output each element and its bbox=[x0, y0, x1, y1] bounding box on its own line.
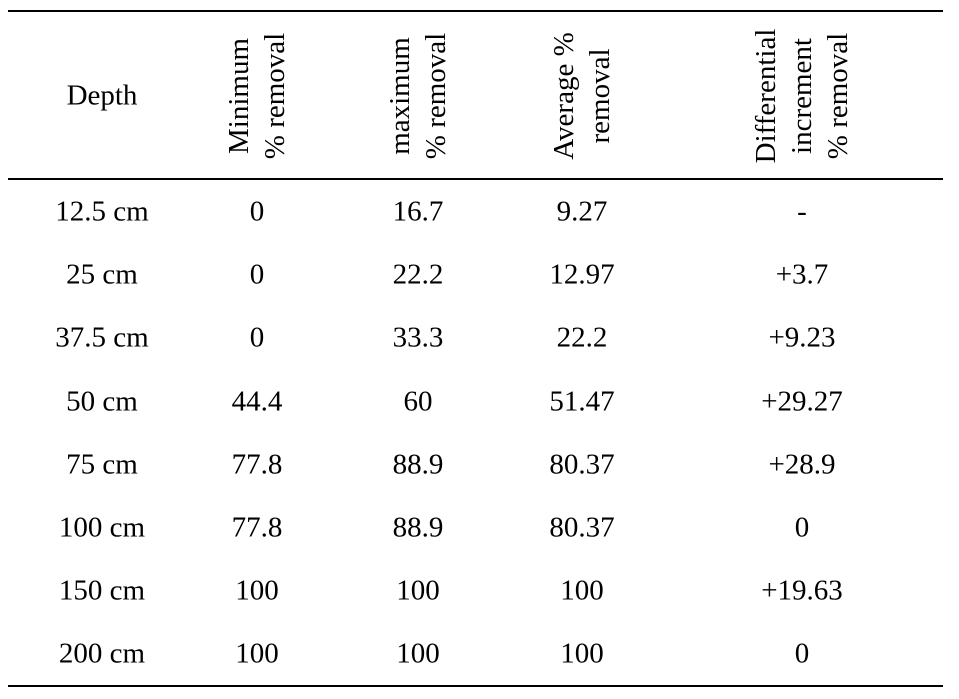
minimum-cell: 44.4 bbox=[231, 385, 283, 418]
minimum-cell: 100 bbox=[235, 574, 279, 607]
depth-cell: 50 cm bbox=[66, 385, 138, 418]
minimum-cell: 0 bbox=[249, 195, 265, 228]
maximum-cell: 33.3 bbox=[392, 321, 444, 354]
minimum-cell: 0 bbox=[249, 258, 265, 291]
average-cell: 51.47 bbox=[549, 385, 615, 418]
header-bottom-rule bbox=[8, 178, 943, 180]
differential-cell: +29.27 bbox=[761, 385, 843, 418]
depth-cell: 200 cm bbox=[58, 637, 146, 670]
header-minimum-line-1: Minimum bbox=[223, 37, 255, 155]
depth-cell: 37.5 cm bbox=[55, 321, 149, 354]
maximum-cell: 60 bbox=[403, 385, 433, 418]
depth-cell: 75 cm bbox=[66, 448, 138, 481]
maximum-cell: 88.9 bbox=[392, 511, 444, 544]
header-minimum-line-2: % removal bbox=[259, 32, 291, 160]
table-top-rule bbox=[8, 10, 943, 12]
maximum-cell: 88.9 bbox=[392, 448, 444, 481]
differential-cell: +9.23 bbox=[768, 321, 836, 354]
header-average-line-2: removal bbox=[584, 48, 616, 144]
minimum-cell: 77.8 bbox=[231, 511, 283, 544]
average-cell: 80.37 bbox=[549, 448, 615, 481]
maximum-cell: 100 bbox=[396, 637, 440, 670]
depth-cell: 25 cm bbox=[66, 258, 138, 291]
average-cell: 100 bbox=[560, 574, 604, 607]
depth-cell: 12.5 cm bbox=[55, 195, 149, 228]
average-cell: 100 bbox=[560, 637, 604, 670]
depth-cell: 100 cm bbox=[58, 511, 146, 544]
header-differential-increment: Differential increment % removal bbox=[748, 29, 856, 164]
differential-cell: +3.7 bbox=[775, 258, 829, 291]
header-depth: Depth bbox=[66, 79, 138, 112]
differential-cell: - bbox=[797, 195, 807, 228]
differential-cell: 0 bbox=[794, 511, 810, 544]
depth-cell: 150 cm bbox=[58, 574, 146, 607]
maximum-cell: 16.7 bbox=[392, 195, 444, 228]
header-differential-line-1: Differential bbox=[750, 28, 782, 164]
minimum-cell: 0 bbox=[249, 321, 265, 354]
table-bottom-rule bbox=[8, 685, 943, 687]
differential-cell: 0 bbox=[794, 637, 810, 670]
header-maximum-line-1: maximum bbox=[384, 37, 416, 155]
header-average-line-1: Average % bbox=[548, 32, 580, 160]
header-maximum-line-2: % removal bbox=[420, 32, 452, 160]
header-average-removal: Average % removal bbox=[546, 32, 618, 159]
average-cell: 9.27 bbox=[556, 195, 608, 228]
differential-cell: +19.63 bbox=[761, 574, 843, 607]
header-differential-line-2: increment bbox=[786, 38, 818, 154]
minimum-cell: 100 bbox=[235, 637, 279, 670]
average-cell: 22.2 bbox=[556, 321, 608, 354]
header-minimum-removal: Minimum % removal bbox=[221, 33, 293, 159]
average-cell: 12.97 bbox=[549, 258, 615, 291]
maximum-cell: 100 bbox=[396, 574, 440, 607]
average-cell: 80.37 bbox=[549, 511, 615, 544]
header-maximum-removal: maximum % removal bbox=[382, 33, 454, 159]
header-differential-line-3: % removal bbox=[822, 32, 854, 160]
differential-cell: +28.9 bbox=[768, 448, 836, 481]
minimum-cell: 77.8 bbox=[231, 448, 283, 481]
maximum-cell: 22.2 bbox=[392, 258, 444, 291]
